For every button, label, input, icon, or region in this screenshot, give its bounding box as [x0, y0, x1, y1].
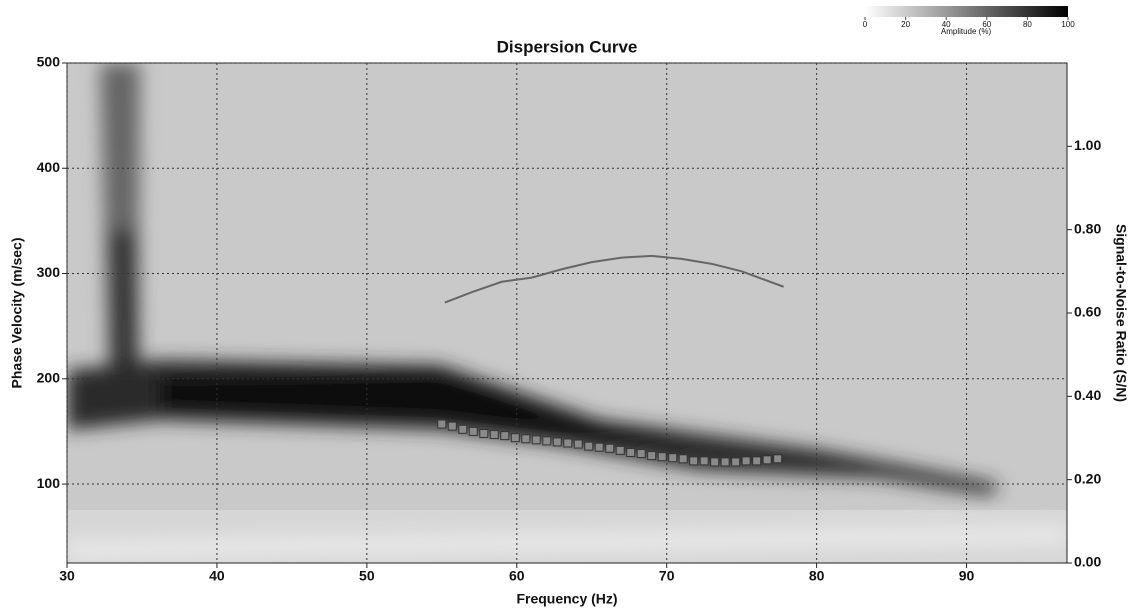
marker: [447, 421, 457, 431]
marker: [657, 452, 667, 462]
marker: [741, 456, 751, 466]
marker: [563, 438, 573, 448]
marker: [521, 434, 531, 444]
y-tick-label: 500: [37, 54, 61, 70]
chart-title: Dispersion Curve: [497, 37, 638, 56]
marker: [720, 457, 730, 467]
marker: [573, 439, 583, 449]
marker: [468, 426, 478, 436]
marker: [647, 451, 657, 461]
x-tick-label: 40: [209, 568, 225, 584]
x-axis-label: Frequency (Hz): [516, 591, 617, 607]
y-tick-label: 100: [37, 475, 61, 491]
marker: [605, 443, 615, 453]
x-tick-label: 90: [959, 568, 975, 584]
marker: [458, 424, 468, 434]
y2-tick-label: 0.80: [1074, 220, 1101, 236]
colorbar: [865, 6, 1068, 17]
x-tick-label: 80: [809, 568, 825, 584]
y-tick-label: 300: [37, 264, 61, 280]
marker: [615, 445, 625, 455]
y2-tick-label: 0.20: [1074, 470, 1101, 486]
marker: [668, 453, 678, 463]
marker: [626, 447, 636, 457]
marker: [752, 456, 762, 466]
colorbar-tick-label: 40: [942, 20, 951, 29]
marker: [437, 419, 447, 429]
marker: [552, 437, 562, 447]
marker: [699, 456, 709, 466]
colorbar-label: Amplitude (%): [941, 27, 992, 36]
marker: [710, 457, 720, 467]
marker: [594, 442, 604, 452]
y2-tick-label: 0.40: [1074, 387, 1101, 403]
y2-tick-label: 0.60: [1074, 304, 1101, 320]
colorbar-tick-label: 80: [1023, 20, 1032, 29]
marker: [762, 455, 772, 465]
y-tick-label: 200: [37, 369, 61, 385]
marker: [510, 433, 520, 443]
marker: [531, 435, 541, 445]
marker: [542, 436, 552, 446]
x-tick-label: 50: [359, 568, 375, 584]
x-tick-label: 30: [59, 568, 75, 584]
marker: [479, 429, 489, 439]
x-tick-label: 70: [659, 568, 675, 584]
marker: [773, 454, 783, 464]
marker: [500, 431, 510, 441]
colorbar-tick-label: 0: [863, 20, 868, 29]
marker: [489, 430, 499, 440]
marker: [731, 457, 741, 467]
y2-tick-label: 0.00: [1074, 554, 1101, 570]
marker: [678, 454, 688, 464]
y-tick-label: 400: [37, 159, 61, 175]
x-tick-label: 60: [509, 568, 525, 584]
marker: [689, 456, 699, 466]
y2-tick-label: 1.00: [1074, 137, 1101, 153]
sn-line: [444, 254, 784, 304]
colorbar-tick-label: 100: [1061, 20, 1075, 29]
y-axis-label: Phase Velocity (m/sec): [9, 238, 25, 389]
marker: [584, 441, 594, 451]
colorbar-tick-label: 60: [982, 20, 991, 29]
marker: [636, 449, 646, 459]
y2-axis-label: Signal-to-Noise Ratio (S/N): [1113, 224, 1129, 402]
colorbar-tick-label: 20: [901, 20, 910, 29]
